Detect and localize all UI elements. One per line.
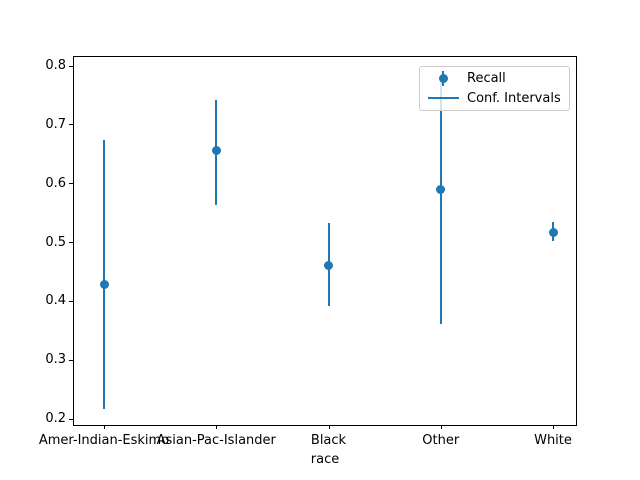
recall-marker (99, 280, 109, 290)
y-tick-label: 0.5 (45, 234, 66, 250)
x-tick-mark (440, 425, 442, 429)
x-tick-mark (104, 425, 105, 429)
x-tick-label-white: White (534, 433, 572, 448)
y-tick-label: 0.8 (45, 58, 66, 74)
recall-marker (548, 227, 558, 237)
plot-area: Recall Conf. Intervals (73, 56, 577, 426)
x-axis-title: race (310, 452, 340, 467)
legend-entry: Conf. Intervals (427, 89, 562, 108)
recall-marker (436, 185, 446, 195)
recall-point-icon (438, 74, 448, 84)
legend-entry: Recall (427, 69, 562, 88)
y-tick-label: 0.3 (45, 352, 66, 368)
y-tick-label: 0.4 (45, 293, 66, 309)
recall-marker (211, 145, 221, 155)
x-tick-mark (553, 425, 554, 429)
conf-interval-bar (439, 74, 442, 324)
x-tick-label-other: Other (422, 433, 460, 448)
x-tick-mark (328, 425, 330, 429)
x-tick-label-asian-pac-islander: Asian-Pac-Islander (156, 433, 276, 448)
conf-interval-line-icon (428, 97, 459, 100)
y-tick-mark (69, 183, 73, 185)
y-tick-mark (69, 418, 73, 420)
y-tick-label: 0.6 (45, 175, 66, 191)
point-with-errorbar-icon (427, 69, 460, 88)
conf-interval-bar (103, 140, 105, 409)
legend-label: Conf. Intervals (467, 90, 561, 106)
line-icon (427, 89, 460, 108)
y-tick-label: 0.2 (45, 411, 66, 427)
legend-label: Recall (467, 71, 506, 87)
x-tick-mark (216, 425, 218, 429)
legend: Recall Conf. Intervals (419, 66, 570, 111)
y-tick-label: 0.7 (45, 116, 66, 132)
y-tick-mark (69, 65, 73, 67)
y-tick-mark (69, 242, 73, 244)
recall-marker (324, 261, 333, 271)
y-tick-mark (69, 124, 73, 126)
y-tick-mark (69, 300, 73, 302)
x-tick-label-amer-indian-eskimo: Amer-Indian-Eskimo (38, 433, 170, 448)
x-tick-label-black: Black (310, 433, 347, 448)
y-tick-mark (69, 359, 73, 361)
